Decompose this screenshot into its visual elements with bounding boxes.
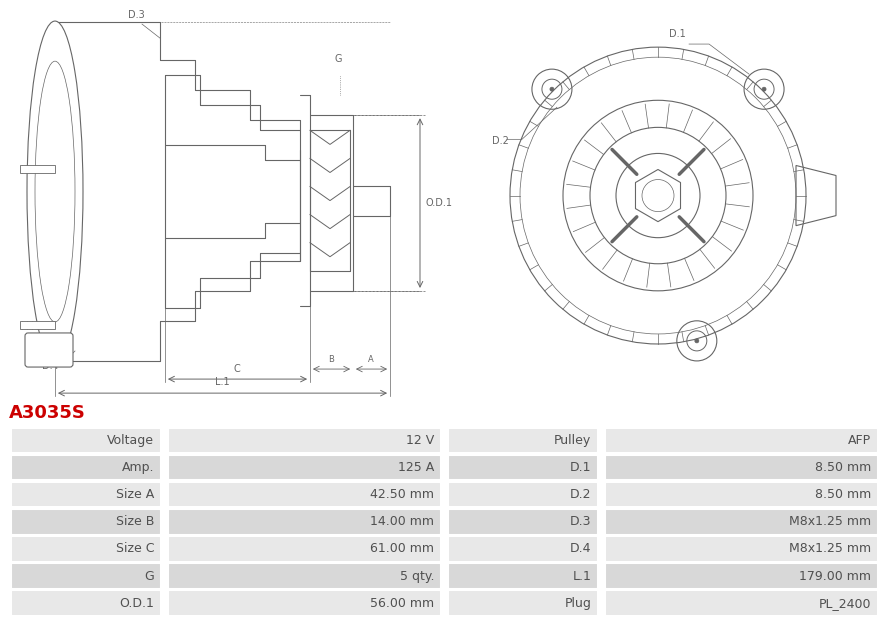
FancyBboxPatch shape <box>11 427 161 453</box>
Text: 42.50 mm: 42.50 mm <box>370 488 434 501</box>
Text: Pulley: Pulley <box>554 434 591 447</box>
Circle shape <box>550 87 554 91</box>
FancyBboxPatch shape <box>605 509 878 535</box>
FancyBboxPatch shape <box>25 333 73 367</box>
Text: Amp.: Amp. <box>122 461 154 474</box>
Text: D.2: D.2 <box>570 488 591 501</box>
Text: 14.00 mm: 14.00 mm <box>370 515 434 528</box>
FancyBboxPatch shape <box>11 509 161 535</box>
Text: Plug: Plug <box>565 597 591 610</box>
Text: D.3: D.3 <box>570 515 591 528</box>
Text: AFP: AFP <box>848 434 871 447</box>
Text: 8.50 mm: 8.50 mm <box>815 461 871 474</box>
Text: L.1: L.1 <box>214 377 229 387</box>
FancyBboxPatch shape <box>605 427 878 453</box>
Text: L.1: L.1 <box>573 569 591 583</box>
Text: A: A <box>368 355 374 364</box>
FancyBboxPatch shape <box>448 509 598 535</box>
FancyBboxPatch shape <box>448 563 598 589</box>
FancyBboxPatch shape <box>11 536 161 562</box>
Text: 12 V: 12 V <box>405 434 434 447</box>
Text: B: B <box>328 355 334 364</box>
FancyBboxPatch shape <box>11 563 161 589</box>
Text: C: C <box>234 364 240 374</box>
FancyBboxPatch shape <box>168 563 441 589</box>
Text: Size C: Size C <box>116 543 154 556</box>
FancyBboxPatch shape <box>11 455 161 480</box>
FancyBboxPatch shape <box>448 482 598 507</box>
FancyBboxPatch shape <box>605 536 878 562</box>
Bar <box>20 166 55 173</box>
Text: G: G <box>334 54 341 64</box>
FancyBboxPatch shape <box>168 591 441 616</box>
FancyBboxPatch shape <box>11 482 161 507</box>
Ellipse shape <box>27 21 83 362</box>
Text: Size B: Size B <box>116 515 154 528</box>
Text: M8x1.25 mm: M8x1.25 mm <box>789 515 871 528</box>
Text: 56.00 mm: 56.00 mm <box>370 597 434 610</box>
Text: D.3: D.3 <box>128 10 145 20</box>
FancyBboxPatch shape <box>11 591 161 616</box>
Text: D.1: D.1 <box>669 29 685 39</box>
Text: Voltage: Voltage <box>107 434 154 447</box>
Text: O.D.1: O.D.1 <box>119 597 154 610</box>
Text: 179.00 mm: 179.00 mm <box>799 569 871 583</box>
Text: 8.50 mm: 8.50 mm <box>815 488 871 501</box>
Text: 125 A: 125 A <box>397 461 434 474</box>
Text: PL_2400: PL_2400 <box>819 597 871 610</box>
Text: O.D.1: O.D.1 <box>425 197 452 207</box>
FancyBboxPatch shape <box>168 536 441 562</box>
Text: Size A: Size A <box>116 488 154 501</box>
FancyBboxPatch shape <box>605 563 878 589</box>
Circle shape <box>695 339 699 343</box>
Text: D.1: D.1 <box>570 461 591 474</box>
FancyBboxPatch shape <box>605 455 878 480</box>
Text: D.2: D.2 <box>492 136 509 146</box>
FancyBboxPatch shape <box>448 455 598 480</box>
Text: G: G <box>144 569 154 583</box>
Text: M8x1.25 mm: M8x1.25 mm <box>789 543 871 556</box>
Text: 5 qty.: 5 qty. <box>399 569 434 583</box>
Circle shape <box>762 87 766 91</box>
Bar <box>20 321 55 329</box>
FancyBboxPatch shape <box>168 427 441 453</box>
Text: D.4: D.4 <box>570 543 591 556</box>
Text: A3035S: A3035S <box>9 404 85 422</box>
FancyBboxPatch shape <box>605 591 878 616</box>
Text: 61.00 mm: 61.00 mm <box>370 543 434 556</box>
FancyBboxPatch shape <box>448 536 598 562</box>
FancyBboxPatch shape <box>168 482 441 507</box>
FancyBboxPatch shape <box>168 455 441 480</box>
FancyBboxPatch shape <box>448 427 598 453</box>
FancyBboxPatch shape <box>168 509 441 535</box>
Text: D.4: D.4 <box>42 361 59 371</box>
FancyBboxPatch shape <box>448 591 598 616</box>
FancyBboxPatch shape <box>605 482 878 507</box>
